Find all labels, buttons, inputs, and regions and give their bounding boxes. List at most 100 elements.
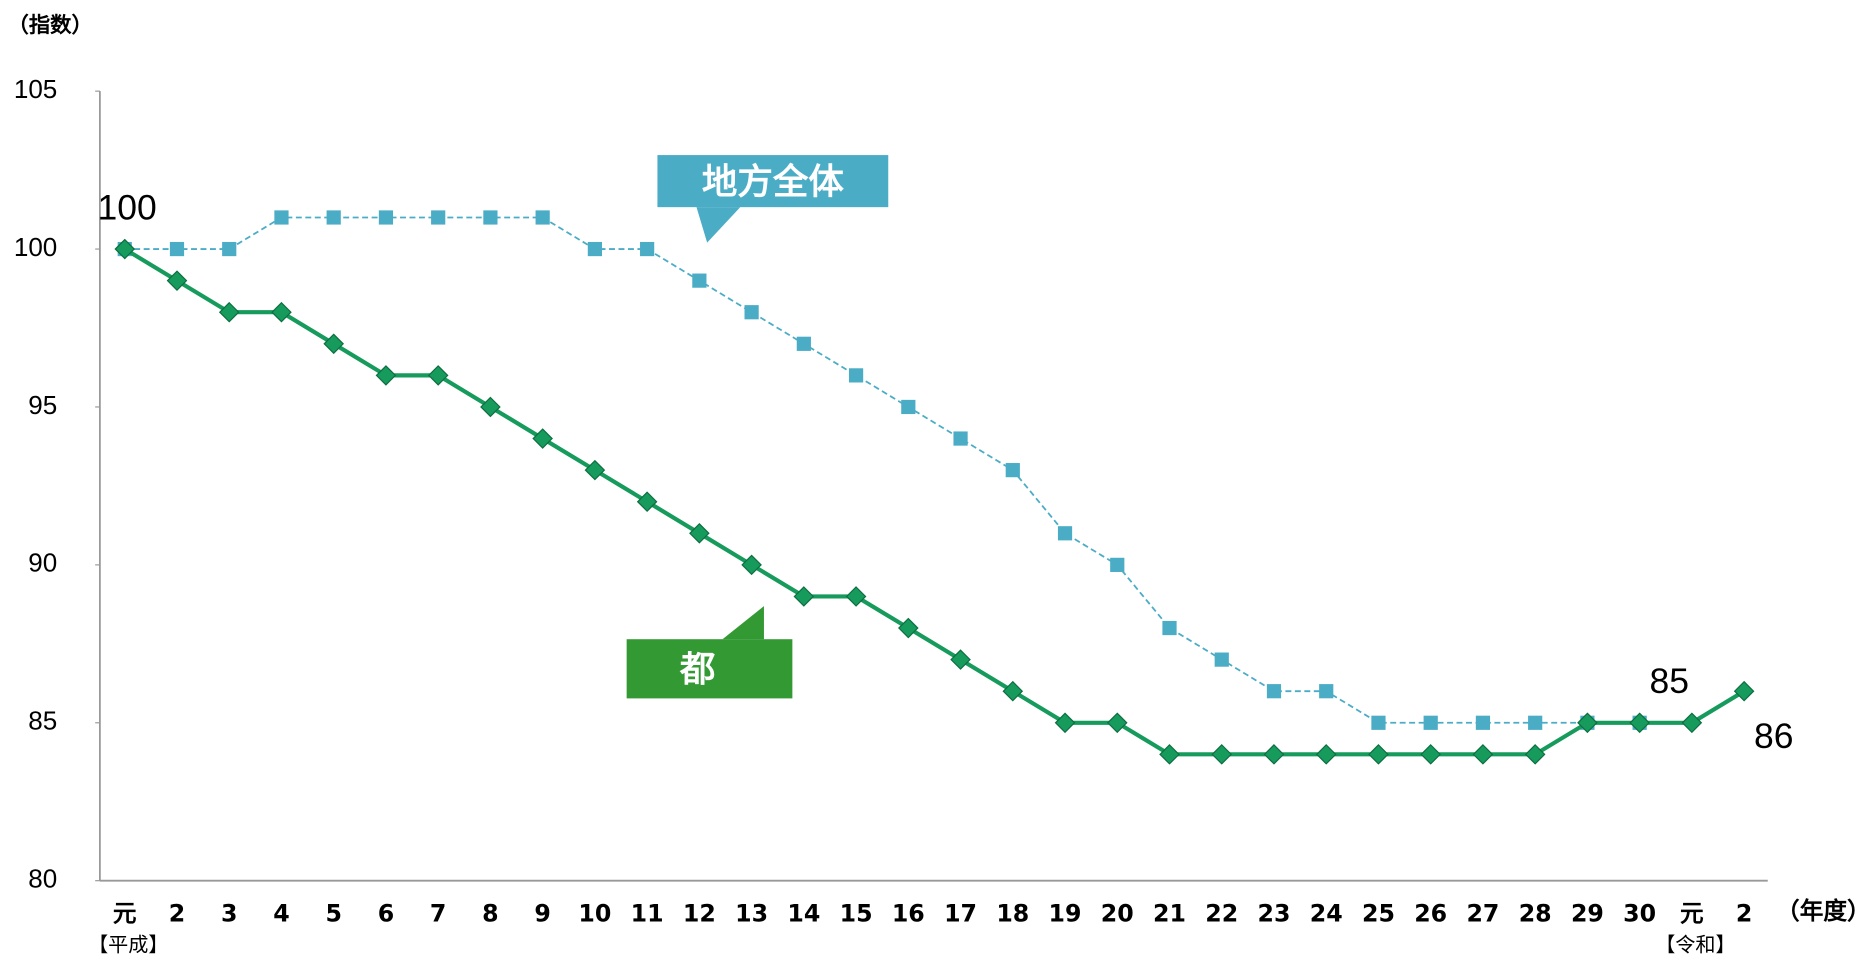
legend-label: 都 — [679, 649, 716, 690]
x-tick-label: 9 — [534, 900, 550, 928]
marker — [218, 301, 240, 323]
marker — [744, 305, 759, 320]
marker — [845, 586, 867, 607]
marker — [636, 491, 658, 513]
x-tick-label: 23 — [1258, 900, 1291, 928]
marker — [375, 365, 397, 386]
marker — [1211, 744, 1233, 765]
marker — [1005, 463, 1020, 478]
series-line — [124, 216, 1640, 724]
x-tick-label: 19 — [1049, 900, 1082, 928]
x-tick-label: 29 — [1571, 900, 1604, 928]
x-tick-label: 21 — [1153, 900, 1186, 928]
marker — [1162, 620, 1177, 636]
y-axis-label: （指数） — [8, 13, 93, 38]
marker — [689, 522, 710, 544]
x-tick-label: 2 — [169, 900, 185, 928]
data-label: 100 — [98, 187, 157, 227]
x-tick-label: 17 — [944, 900, 977, 928]
series-line — [123, 247, 1746, 757]
callout-box — [626, 639, 793, 699]
marker — [796, 336, 811, 351]
marker — [848, 368, 864, 383]
y-tick-label: 95 — [28, 390, 57, 420]
y-tick-label: 105 — [14, 74, 57, 104]
y-tick-label: 80 — [28, 864, 57, 894]
marker — [169, 241, 185, 257]
x-tick-label: 27 — [1466, 900, 1499, 928]
marker — [1528, 715, 1543, 730]
marker — [1371, 715, 1386, 730]
marker — [378, 210, 394, 225]
marker — [898, 617, 919, 639]
y-tick-label: 90 — [28, 548, 57, 578]
marker — [1315, 744, 1337, 765]
marker — [1263, 744, 1285, 765]
marker — [323, 333, 345, 355]
x-tick-label: 4 — [273, 900, 289, 928]
x-tick-label: 24 — [1310, 900, 1343, 928]
marker — [532, 428, 553, 449]
marker — [1629, 712, 1650, 734]
x-tick-label: 2 — [1736, 900, 1752, 928]
x-tick-label: 元 — [113, 900, 137, 928]
marker — [1420, 744, 1442, 765]
marker — [692, 273, 707, 288]
marker — [793, 586, 815, 607]
marker — [326, 210, 341, 225]
marker — [640, 241, 655, 257]
x-tick-label: 22 — [1205, 900, 1238, 928]
marker — [1733, 680, 1755, 702]
marker — [953, 431, 968, 446]
callout-tail — [722, 606, 764, 640]
marker — [741, 554, 762, 576]
x-tick-label: 元 — [1680, 900, 1704, 928]
marker — [1368, 744, 1389, 765]
y-tick-label: 85 — [28, 706, 57, 736]
x-tick-label: 3 — [221, 900, 237, 928]
marker — [1106, 712, 1128, 734]
marker — [1159, 744, 1180, 765]
marker — [1472, 744, 1494, 765]
marker — [271, 301, 292, 323]
marker — [1475, 715, 1491, 730]
x-tick-label: 20 — [1101, 900, 1134, 928]
callout-tail — [696, 207, 741, 243]
marker — [222, 241, 237, 257]
marker — [114, 238, 136, 260]
marker — [1423, 715, 1438, 730]
x-tick-label: 15 — [840, 900, 873, 928]
marker — [1110, 557, 1125, 572]
x-tick-label: 8 — [482, 900, 498, 928]
x-axis-label: （年度） — [1776, 897, 1857, 925]
data-label: 85 — [1649, 661, 1689, 701]
marker — [587, 241, 602, 257]
x-tick-label: 6 — [378, 900, 394, 928]
marker — [274, 210, 289, 225]
marker — [166, 270, 188, 291]
marker — [1681, 712, 1703, 734]
x-tick-label: 11 — [631, 900, 664, 928]
x-tick-label: 10 — [578, 900, 611, 928]
x-tick-label: 28 — [1519, 900, 1552, 928]
era-label: 【令和】 — [1655, 932, 1735, 956]
marker — [427, 365, 449, 386]
era-label: 【平成】 — [88, 932, 168, 956]
x-tick-label: 25 — [1362, 900, 1395, 928]
marker — [1057, 526, 1073, 541]
data-label: 86 — [1754, 716, 1794, 756]
x-tick-label: 5 — [325, 900, 341, 928]
marker — [431, 210, 446, 225]
marker — [950, 649, 971, 670]
legend-label: 地方全体 — [702, 161, 845, 202]
x-tick-label: 12 — [683, 900, 716, 928]
marker — [1054, 712, 1076, 734]
x-tick-label: 26 — [1414, 900, 1447, 928]
callout-box — [657, 155, 889, 208]
x-tick-label: 18 — [996, 900, 1029, 928]
x-tick-label: 13 — [735, 900, 768, 928]
marker — [1002, 680, 1024, 702]
x-tick-label: 30 — [1623, 900, 1656, 928]
marker — [1266, 684, 1282, 699]
